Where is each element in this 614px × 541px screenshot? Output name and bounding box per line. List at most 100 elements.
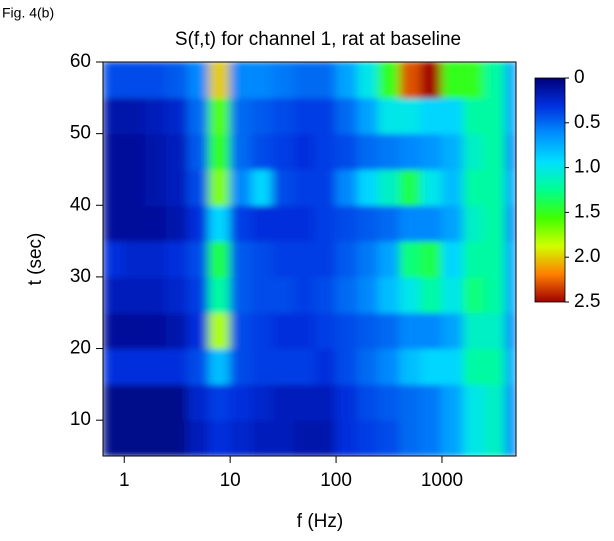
heatmap-cell [165, 348, 189, 385]
heatmap-cell [377, 348, 401, 385]
heatmap-cell [335, 133, 359, 170]
heatmap-cell [229, 204, 253, 242]
heatmap-cell [377, 62, 401, 99]
heatmap-cell [463, 383, 485, 421]
heatmap-cell [293, 348, 316, 385]
heatmap-cell [103, 312, 125, 350]
heatmap-cell [123, 240, 147, 278]
heatmap-cell [208, 312, 231, 350]
heatmap-cell [271, 133, 295, 170]
heatmap-cell [271, 204, 295, 242]
heatmap-cell [335, 348, 359, 385]
heatmap-cell [483, 383, 507, 421]
x-tick-label: 1 [119, 470, 130, 491]
heatmap-cell [145, 97, 167, 135]
heatmap-cell [314, 312, 337, 350]
heatmap-cell [377, 97, 401, 135]
heatmap-cell [229, 348, 253, 385]
heatmap-cell [251, 312, 273, 350]
plot-area [103, 62, 516, 456]
heatmap-cell [123, 383, 147, 421]
heatmap-cell [293, 383, 316, 421]
heatmap-cell [293, 133, 316, 170]
heatmap-cell [251, 383, 273, 421]
heatmap-cell [399, 168, 422, 206]
colorbar-tick-label: 0.5 [574, 112, 600, 133]
heatmap-cell [314, 348, 337, 385]
heatmap-cell [377, 276, 401, 314]
heatmap-cell [505, 240, 516, 278]
heatmap-cell [399, 419, 422, 456]
chart-title: S(f,t) for channel 1, rat at baseline [175, 29, 461, 50]
heatmap-cell [463, 62, 485, 99]
heatmap-cell [377, 419, 401, 456]
heatmap-cell [314, 419, 337, 456]
y-tick-label: 40 [70, 194, 91, 215]
heatmap-cell [441, 383, 465, 421]
heatmap-cell [483, 419, 507, 456]
heatmap-cell [103, 204, 125, 242]
heatmap-cell [357, 62, 379, 99]
heatmap-cell [103, 133, 125, 170]
colorbar-tick-label: 0 [574, 67, 585, 88]
heatmap-cell [463, 240, 485, 278]
heatmap-cell [441, 133, 465, 170]
heatmap-cell [123, 97, 147, 135]
heatmap-cell [103, 240, 125, 278]
heatmap-cell [123, 204, 147, 242]
heatmap-cell [314, 62, 337, 99]
heatmap-cell [399, 240, 422, 278]
heatmap-cell [229, 383, 253, 421]
heatmap-cell [145, 312, 167, 350]
heatmap-cell [483, 97, 507, 135]
heatmap-cell [505, 312, 516, 350]
heatmap-cell [145, 348, 167, 385]
heatmap-cell [187, 419, 210, 456]
heatmap-cell [103, 168, 125, 206]
heatmap-cell [229, 168, 253, 206]
heatmap-cell [123, 168, 147, 206]
heatmap-cell [103, 348, 125, 385]
colorbar-tick-label: 1.5 [574, 201, 600, 222]
heatmap-cell [103, 419, 125, 456]
heatmap-cell [377, 312, 401, 350]
heatmap-cell [187, 348, 210, 385]
heatmap-cell [357, 419, 379, 456]
colorbar-tick-label: 1.0 [574, 157, 600, 178]
heatmap-cell [483, 276, 507, 314]
heatmap-cell [483, 204, 507, 242]
heatmap-cell [123, 348, 147, 385]
heatmap-cell [251, 204, 273, 242]
heatmap-cell [463, 348, 485, 385]
heatmap-cell [420, 383, 443, 421]
heatmap-cell [165, 62, 189, 99]
heatmap-cell [187, 97, 210, 135]
heatmap-cell [420, 312, 443, 350]
heatmap-cell [420, 204, 443, 242]
heatmap-cell [335, 97, 359, 135]
y-tick-label: 50 [70, 123, 91, 144]
heatmap-cell [505, 348, 516, 385]
heatmap-cell [441, 312, 465, 350]
heatmap-cell [314, 97, 337, 135]
heatmap-cell [271, 312, 295, 350]
heatmap-cell [441, 240, 465, 278]
heatmap [103, 62, 516, 456]
heatmap-cell [505, 62, 516, 99]
heatmap-cell [314, 133, 337, 170]
heatmap-cell [314, 168, 337, 206]
heatmap-cell [208, 240, 231, 278]
heatmap-cell [420, 348, 443, 385]
heatmap-cell [441, 97, 465, 135]
heatmap-cell [505, 133, 516, 170]
heatmap-cell [314, 240, 337, 278]
heatmap-cell [463, 419, 485, 456]
heatmap-cell [357, 97, 379, 135]
heatmap-cell [399, 276, 422, 314]
heatmap-cell [103, 276, 125, 314]
figure-label: Fig. 4(b) [2, 5, 54, 21]
y-tick-label: 30 [70, 266, 91, 287]
heatmap-cell [229, 62, 253, 99]
heatmap-cell [229, 97, 253, 135]
